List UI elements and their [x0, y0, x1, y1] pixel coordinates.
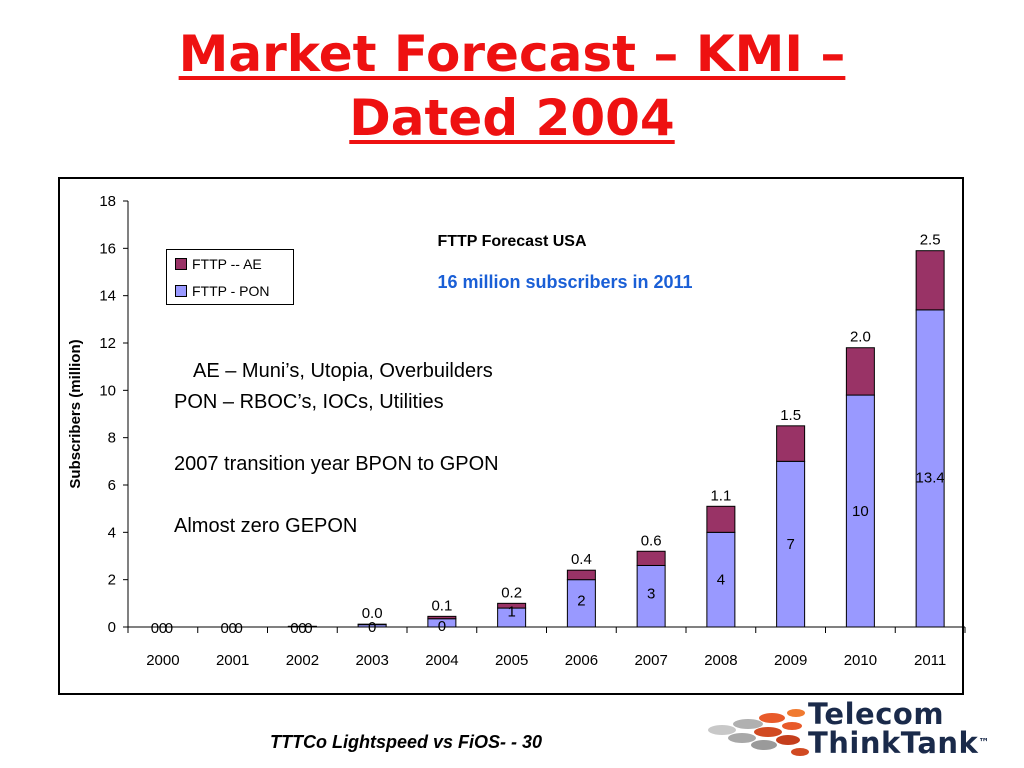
y-tick-label: 2 — [108, 572, 116, 589]
data-label-pon-2000: 0 — [151, 620, 159, 637]
bar-pon-2009 — [776, 460, 806, 628]
data-label-pon-2009: 7 — [786, 536, 794, 553]
chart-legend: FTTP -- AE FTTP - PON — [166, 249, 294, 305]
data-label-pon-2002: 0 — [290, 620, 298, 637]
legend-item-pon: FTTP - PON — [175, 282, 270, 300]
data-label-pon-2007: 3 — [647, 586, 655, 603]
slide-title: Market Forecast – KMI – Dated 2004 — [0, 22, 1024, 150]
logo-line-2-text: ThinkTank — [808, 726, 979, 760]
legend-swatch-pon — [175, 285, 187, 297]
data-label-ae-2011: 2.5 — [920, 232, 941, 249]
data-label-ae-2008: 1.1 — [710, 487, 731, 504]
title-line-1: Market Forecast – KMI – — [178, 25, 846, 83]
bar-pon-2008 — [706, 531, 736, 628]
bar-ae-2010 — [845, 347, 875, 396]
legend-label-ae: FTTP -- AE — [192, 256, 262, 272]
x-tick-label: 2007 — [634, 652, 667, 669]
note-ae: AE – Muni’s, Utopia, Overbuilders — [193, 360, 493, 382]
data-label-ae-2007: 0.6 — [641, 532, 662, 549]
y-tick-label: 12 — [99, 335, 116, 352]
x-tick-label: 2006 — [565, 652, 598, 669]
data-label-ae-2005: 0.2 — [501, 584, 522, 601]
slide-footer: TTTCo Lightspeed vs FiOS- - 30 — [270, 732, 543, 752]
bar-pon-2010 — [845, 394, 875, 628]
y-tick-label: 18 — [99, 193, 116, 210]
x-tick-label: 2004 — [425, 652, 458, 669]
chart-title: FTTP Forecast USA — [437, 233, 587, 250]
data-label-pon-2006: 2 — [577, 593, 585, 610]
legend-swatch-ae — [175, 258, 187, 270]
y-tick-label: 14 — [99, 288, 116, 305]
x-tick-label: 2010 — [844, 652, 877, 669]
data-label-total-2000: 0 — [165, 620, 173, 637]
data-label-pon-2001: 0 — [220, 620, 228, 637]
bar-ae-2009 — [776, 425, 806, 462]
y-tick-label: 10 — [99, 382, 116, 399]
data-label-pon-2011: 13.4 — [916, 470, 945, 487]
bar-ae-2008 — [706, 505, 736, 533]
data-label-ae-2010: 2.0 — [850, 329, 871, 346]
note-pon: PON – RBOC’s, IOCs, Utilities — [174, 391, 444, 413]
data-label-pon-2005: 1 — [507, 603, 515, 620]
x-tick-label: 2011 — [914, 652, 946, 669]
y-tick-label: 4 — [108, 524, 116, 541]
x-tick-label: 2008 — [704, 652, 737, 669]
x-tick-label: 2009 — [774, 652, 807, 669]
telecom-thinktank-logo-icon — [708, 709, 809, 756]
bar-ae-2006 — [566, 569, 596, 581]
data-label-ae-2004: 0.1 — [431, 597, 452, 614]
data-label-ae-2001: 0 — [228, 620, 236, 637]
y-tick-label: 0 — [108, 619, 116, 636]
logo-line-2: ThinkTank™ — [808, 728, 990, 758]
data-label-pon-2003: 0 — [368, 619, 376, 636]
logo-line-1: Telecom — [808, 697, 945, 731]
x-tick-label: 2003 — [355, 652, 388, 669]
x-tick-label: 2000 — [146, 652, 179, 669]
note-gepon: Almost zero GEPON — [174, 515, 358, 537]
data-label-pon-2008: 4 — [717, 571, 725, 588]
bar-ae-2004 — [427, 615, 457, 620]
legend-label-pon: FTTP - PON — [192, 283, 270, 299]
y-axis-label: Subscribers (million) — [67, 339, 84, 488]
note-transition: 2007 transition year BPON to GPON — [174, 453, 499, 475]
data-label-pon-2010: 10 — [852, 503, 869, 520]
y-tick-label: 6 — [108, 477, 116, 494]
legend-item-ae: FTTP -- AE — [175, 255, 262, 273]
title-line-2: Dated 2004 — [349, 89, 675, 147]
bar-ae-2005 — [497, 602, 527, 609]
x-tick-label: 2001 — [216, 652, 249, 669]
y-tick-label: 8 — [108, 430, 116, 447]
data-label-ae-2003: 0.0 — [362, 605, 383, 622]
data-label-ae-2006: 0.4 — [571, 551, 592, 568]
x-tick-label: 2002 — [286, 652, 319, 669]
bar-pon-2007 — [636, 564, 666, 628]
bar-pon-2011 — [915, 309, 945, 628]
x-tick-label: 2005 — [495, 652, 528, 669]
data-label-pon-2004: 0 — [438, 618, 446, 635]
data-label-ae-2009: 1.5 — [780, 407, 801, 424]
chart-subtitle: 16 million subscribers in 2011 — [437, 272, 692, 292]
y-tick-label: 16 — [99, 240, 116, 257]
bar-ae-2007 — [636, 550, 666, 566]
bar-ae-2011 — [915, 250, 945, 311]
data-label-total-2001: 0 — [234, 620, 242, 637]
data-label-ae-2002: 0 — [298, 620, 306, 637]
data-label-ae-2000: 0 — [159, 620, 167, 637]
data-label-total-2002: 0 — [304, 620, 312, 637]
logo-trademark: ™ — [978, 736, 990, 749]
